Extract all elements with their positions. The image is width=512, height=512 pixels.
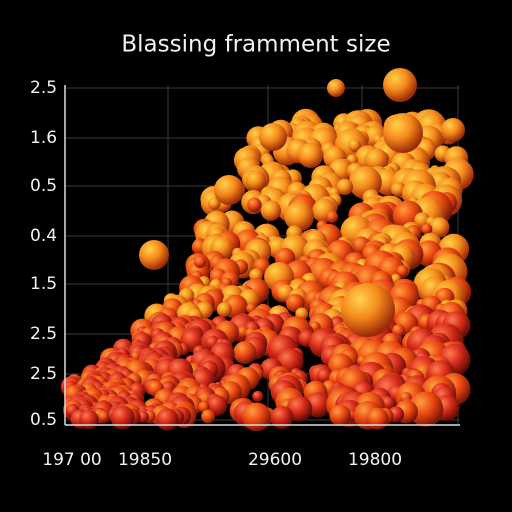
fragment-bubble bbox=[429, 217, 450, 238]
fragment-bubble bbox=[245, 170, 267, 192]
fragment-bubble bbox=[97, 410, 110, 423]
fragment-bubble bbox=[216, 302, 232, 318]
fragment-bubble bbox=[341, 283, 395, 337]
fragment-bubble bbox=[247, 197, 262, 213]
fragment-bubble bbox=[252, 390, 264, 402]
fragment-bubble bbox=[194, 256, 206, 268]
fragment-bubble bbox=[110, 405, 135, 430]
y-tick-label: 0.5 bbox=[30, 176, 57, 196]
x-tick-label: 19800 bbox=[348, 450, 402, 470]
y-tick-label: 0.5 bbox=[30, 410, 57, 430]
fragment-bubble bbox=[441, 118, 465, 142]
fragment-bubble bbox=[327, 79, 345, 97]
x-tick-label: 19850 bbox=[118, 450, 172, 470]
fragment-bubble bbox=[329, 404, 352, 427]
fragment-bubble bbox=[396, 265, 409, 278]
fragment-bubble bbox=[207, 197, 221, 210]
fragment-bubble bbox=[336, 178, 353, 196]
fragment-bubble bbox=[139, 240, 169, 270]
fragment-bubble bbox=[364, 148, 389, 173]
fragment-bubble bbox=[366, 407, 389, 430]
fragment-bubble bbox=[383, 68, 417, 102]
fragment-bubble bbox=[383, 113, 423, 153]
fragment-bubble bbox=[408, 391, 444, 427]
y-tick-label: 1.6 bbox=[30, 128, 57, 148]
y-tick-label: 2.5 bbox=[30, 364, 57, 384]
bubble-cloud bbox=[60, 68, 474, 432]
fragment-bubble bbox=[156, 408, 179, 431]
fragment-bubble bbox=[284, 201, 314, 232]
fragment-bubble bbox=[392, 324, 405, 337]
axis-labels: 2.5 1.6 0.5 0.4 1.5 2.5 2.5 0.5 197 00 19850 29600… bbox=[30, 78, 402, 470]
y-tick-label: 2.5 bbox=[30, 78, 57, 98]
fragment-bubble bbox=[137, 411, 149, 423]
x-tick-label: 197 00 bbox=[42, 450, 101, 470]
y-tick-label: 1.5 bbox=[30, 274, 57, 294]
x-tick-label: 29600 bbox=[248, 450, 302, 470]
fragment-bubble bbox=[214, 175, 244, 205]
fragment-bubble bbox=[270, 406, 294, 429]
y-tick-label: 0.4 bbox=[30, 226, 57, 246]
fragment-bubble bbox=[79, 409, 99, 430]
fragment-bubble bbox=[201, 409, 216, 424]
fragment-bubble bbox=[260, 200, 282, 221]
fragment-bubble bbox=[285, 293, 305, 313]
fragment-bubble bbox=[233, 341, 257, 364]
chart-title: Blassing framment size bbox=[121, 32, 390, 58]
fragment-bubble bbox=[297, 142, 324, 168]
fragment-bubble bbox=[259, 123, 287, 151]
fragment-bubble bbox=[348, 139, 362, 152]
y-tick-label: 2.5 bbox=[30, 324, 57, 344]
fragment-bubble bbox=[421, 223, 433, 235]
fragment-bubble bbox=[326, 210, 339, 223]
fragment-bubble bbox=[242, 402, 271, 432]
